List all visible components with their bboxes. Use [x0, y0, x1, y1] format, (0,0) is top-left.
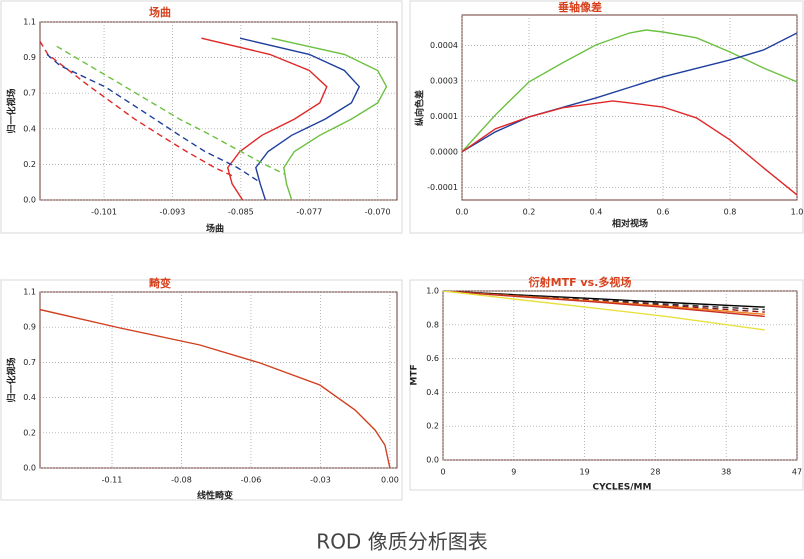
y-axis-label: 归一化视场 — [6, 88, 18, 133]
plot-area — [442, 290, 798, 461]
y-tick-label: 0.4 — [23, 393, 36, 402]
x-tick-label: -0.070 — [365, 208, 391, 217]
x-tick-label: 9 — [511, 468, 516, 477]
x-tick-label: 19 — [580, 468, 590, 477]
series-line — [443, 291, 765, 318]
x-axis-label: 线性畸变 — [197, 490, 233, 502]
y-tick-label: 0.0004 — [430, 41, 458, 50]
y-tick-label: 0.0 — [23, 464, 36, 473]
plot-area — [39, 21, 398, 201]
y-tick-label: 1.1 — [23, 18, 36, 27]
x-tick-label: 0 — [440, 468, 445, 477]
x-tick-label: 0.2 — [523, 208, 536, 217]
chart-title: 场曲 — [149, 5, 171, 19]
caption: ROD 像质分析图表 — [316, 530, 487, 554]
series-line — [462, 32, 797, 153]
x-tick-label: -0.03 — [310, 476, 331, 485]
series-line — [462, 29, 797, 153]
series-line — [239, 37, 361, 200]
y-tick-label: 0.2 — [23, 160, 36, 169]
x-tick-label: 0.6 — [657, 208, 670, 217]
y-tick-label: 0.0 — [426, 456, 439, 465]
series-line — [201, 37, 328, 200]
y-tick-label: 1.0 — [426, 287, 439, 296]
x-tick-label: 0.8 — [724, 208, 737, 217]
x-tick-label: -0.11 — [102, 476, 123, 485]
series-line — [462, 100, 797, 196]
x-axis-label: CYCLES/MM — [593, 483, 652, 493]
x-tick-label: 1.0 — [791, 208, 804, 217]
x-tick-label: 0.00 — [381, 476, 399, 485]
x-tick-label: -0.08 — [171, 476, 192, 485]
x-axis-label: 场曲 — [206, 223, 224, 235]
y-axis-label: MTF — [410, 364, 420, 385]
plot-area — [461, 14, 798, 201]
x-tick-label: -0.101 — [91, 208, 117, 217]
y-tick-label: 0.0003 — [430, 76, 458, 85]
x-tick-label: 28 — [650, 468, 660, 477]
y-tick-label: 0.0001 — [430, 112, 458, 121]
y-tick-label: 0.7 — [23, 89, 36, 98]
x-tick-label: 47 — [792, 468, 802, 477]
series-line — [46, 53, 258, 182]
x-tick-label: -0.085 — [228, 208, 254, 217]
y-tick-label: 0.2 — [426, 422, 439, 431]
y-axis-label: 归一化视场 — [6, 357, 18, 402]
y-axis-label: 纵向色差 — [414, 90, 426, 126]
y-tick-label: 0.2 — [23, 428, 36, 437]
x-tick-label: -0.077 — [296, 208, 322, 217]
y-tick-label: 0.6 — [426, 354, 439, 363]
y-tick-label: 0.0 — [23, 196, 36, 205]
chart-title: 畸变 — [149, 276, 171, 290]
series-line — [56, 45, 286, 175]
y-tick-label: 0.4 — [23, 124, 36, 133]
x-axis-label: 相对视场 — [612, 218, 648, 230]
series-line — [40, 41, 233, 177]
x-tick-label: 38 — [721, 468, 731, 477]
y-tick-label: 0.9 — [23, 53, 36, 62]
x-tick-label: -0.093 — [160, 208, 186, 217]
x-tick-label: 0.0 — [456, 208, 469, 217]
y-tick-label: 0.0000 — [430, 147, 458, 156]
plot-area — [39, 291, 398, 469]
y-tick-label: 1.1 — [23, 288, 36, 297]
chart-title: 垂轴像差 — [558, 0, 602, 14]
x-tick-label: -0.06 — [241, 476, 262, 485]
series-line — [443, 291, 765, 331]
y-tick-label: 0.7 — [23, 358, 36, 367]
x-tick-label: 0.4 — [590, 208, 603, 217]
y-tick-label: -0.0001 — [427, 183, 458, 192]
series-line — [40, 308, 391, 468]
y-tick-label: 0.4 — [426, 388, 439, 397]
y-tick-label: 0.8 — [426, 320, 439, 329]
series-line — [271, 37, 388, 200]
y-tick-label: 0.9 — [23, 323, 36, 332]
chart-title: 衍射MTF vs.多视场 — [528, 275, 632, 289]
